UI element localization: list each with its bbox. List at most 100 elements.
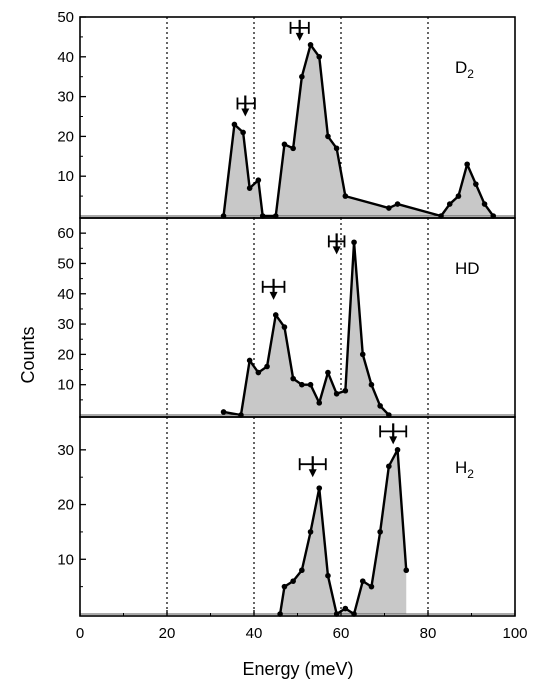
data-point <box>325 572 331 579</box>
y-tick-label: 30 <box>57 316 74 333</box>
data-point <box>394 447 401 453</box>
peak-marker <box>261 278 286 300</box>
data-point <box>290 145 296 152</box>
panel-label: D2 <box>455 58 474 81</box>
series-area-fill <box>223 242 389 415</box>
y-tick-label: 40 <box>57 49 74 66</box>
data-point <box>281 141 288 148</box>
y-tick-label: 20 <box>57 128 74 145</box>
data-point <box>386 463 392 470</box>
panel-1: 10 20 30 40 50 60 HD <box>57 217 516 418</box>
data-point <box>255 177 262 183</box>
data-point <box>368 583 375 590</box>
y-tick-label: 50 <box>57 9 74 26</box>
panel-label-main: HD <box>455 259 480 278</box>
arrow-head <box>269 291 278 300</box>
data-point <box>351 239 357 246</box>
data-point <box>246 357 253 364</box>
peak-marker <box>236 95 256 117</box>
x-axis: 0 20 40 60 80 100 <box>76 610 528 642</box>
arrow-head <box>241 108 250 117</box>
data-point <box>272 312 279 318</box>
panel-label-main: D <box>455 58 467 77</box>
panel-label: H2 <box>455 458 474 481</box>
data-point <box>325 369 331 376</box>
panel-label: HD <box>455 259 480 278</box>
x-tick-label: 20 <box>159 625 176 642</box>
data-point <box>464 161 470 168</box>
arrow-head <box>389 436 398 445</box>
y-tick-label: 10 <box>57 377 74 394</box>
y-tick-label: 60 <box>57 225 74 242</box>
peak-marker <box>379 423 408 445</box>
data-point <box>299 73 305 80</box>
data-point <box>455 193 462 199</box>
data-point <box>368 381 375 388</box>
data-point <box>240 129 246 136</box>
data-point <box>316 485 323 491</box>
data-point <box>307 381 314 388</box>
y-tick-label: 30 <box>57 442 74 459</box>
data-point <box>446 201 453 207</box>
data-point <box>342 605 349 612</box>
data-point <box>394 201 401 207</box>
data-point <box>290 578 296 584</box>
arrow-head <box>332 246 341 255</box>
data-point <box>255 369 262 376</box>
data-point <box>403 567 410 574</box>
panel-0: 10 20 30 40 50 D2 <box>57 9 516 219</box>
data-point <box>377 403 383 409</box>
data-point <box>299 567 305 574</box>
data-point <box>359 578 366 584</box>
y-tick-label: 40 <box>57 286 74 303</box>
data-point <box>231 121 238 128</box>
x-tick-label: 80 <box>420 625 437 642</box>
series-area-fill <box>223 44 494 216</box>
panel-label-subscript: 2 <box>467 67 474 81</box>
arrow-head <box>295 32 304 41</box>
series-line <box>222 43 495 218</box>
data-point <box>316 400 323 406</box>
x-tick-label: 40 <box>246 625 263 642</box>
data-point <box>281 583 288 590</box>
y-tick-label: 30 <box>57 89 74 106</box>
data-point <box>220 409 227 415</box>
data-point <box>316 54 323 60</box>
data-point <box>342 193 349 199</box>
arrow-head <box>308 469 317 478</box>
data-point <box>359 351 366 358</box>
x-axis-title: Energy (meV) <box>242 659 353 679</box>
data-point <box>473 181 479 187</box>
peak-marker <box>289 19 310 41</box>
peak-marker <box>327 233 346 255</box>
x-tick-label: 0 <box>76 625 84 642</box>
y-tick-label: 20 <box>57 497 74 514</box>
x-tick-label: 60 <box>333 625 350 642</box>
data-point <box>246 185 253 191</box>
y-tick-label: 10 <box>57 168 74 185</box>
y-tick-label: 50 <box>57 255 74 272</box>
panel-label-main: H <box>455 458 467 477</box>
peak-marker <box>298 456 327 478</box>
data-point <box>325 133 331 140</box>
x-tick-label: 100 <box>502 625 527 642</box>
data-point <box>307 529 314 535</box>
data-point <box>333 145 340 152</box>
data-point <box>342 387 349 394</box>
y-tick-label: 10 <box>57 551 74 568</box>
data-point <box>299 381 305 388</box>
data-point <box>333 390 340 397</box>
panel-label-subscript: 2 <box>467 467 474 481</box>
data-point <box>377 529 383 535</box>
data-point <box>281 324 288 330</box>
y-axis-title: Counts <box>18 326 38 383</box>
data-point <box>481 201 488 207</box>
panel-2: 10 20 30 H2 <box>57 416 516 617</box>
y-tick-label: 20 <box>57 346 74 363</box>
data-point <box>307 42 314 48</box>
data-point <box>290 375 296 382</box>
data-point <box>264 363 270 370</box>
data-point <box>386 205 392 211</box>
